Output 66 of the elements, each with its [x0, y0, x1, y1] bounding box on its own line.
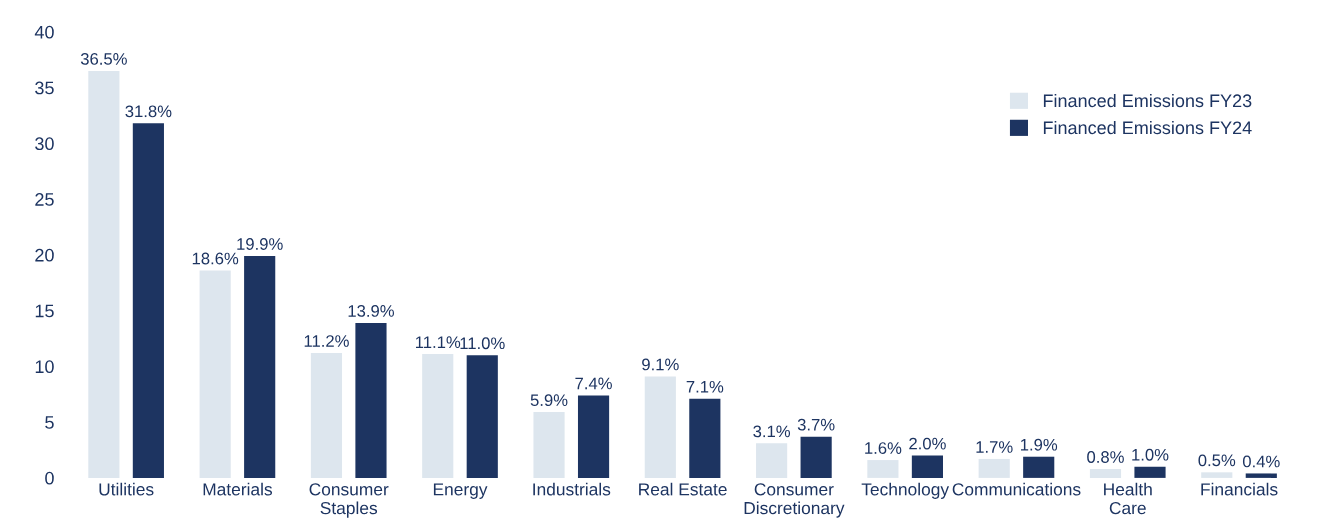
data-label: 0.8% [1087, 451, 1124, 463]
data-label: 11.0% [460, 337, 505, 350]
bar [577, 395, 610, 478]
y-tick-label: 5 [45, 416, 54, 429]
data-label: 2.0% [909, 437, 946, 450]
bar [199, 270, 231, 478]
x-tick-label: Technology [861, 482, 950, 499]
data-label: 3.1% [753, 425, 791, 438]
bar [88, 70, 120, 478]
bar [867, 460, 899, 478]
data-label: 3.7% [797, 418, 835, 431]
y-tick-label: 40 [34, 25, 54, 39]
y-tick-label: 25 [35, 193, 54, 206]
data-label: 11.1% [416, 336, 461, 348]
bar [1089, 468, 1122, 478]
y-tick-label: 15 [35, 304, 54, 318]
bar [132, 123, 164, 478]
data-label: 18.6% [192, 252, 239, 265]
bar [689, 398, 721, 478]
y-tick-label: 10 [35, 360, 54, 374]
bar [466, 355, 498, 478]
data-label: 19.9% [237, 238, 283, 250]
legend-label: Financed Emissions FY24 [1043, 120, 1252, 135]
x-tick-label: Consumer Discretionary [744, 483, 845, 518]
bar [756, 443, 788, 478]
x-tick-label: Energy [433, 483, 488, 499]
bar [800, 436, 832, 478]
y-tick-label: 30 [35, 137, 54, 151]
bar [355, 322, 387, 478]
x-tick-label: Communications [952, 482, 1081, 496]
x-tick-label: Materials [203, 482, 273, 496]
data-label: 1.6% [865, 442, 902, 454]
data-label: 1.9% [1020, 438, 1058, 451]
bar [310, 353, 343, 478]
bar [1134, 466, 1166, 478]
data-label: 1.0% [1132, 448, 1169, 461]
bar [1023, 456, 1055, 478]
data-label: 36.5% [80, 53, 127, 65]
bar [911, 455, 943, 478]
bar [244, 256, 276, 478]
y-tick-label: 20 [35, 248, 54, 262]
bar [1245, 473, 1277, 478]
x-tick-label: Utilities [99, 482, 154, 496]
data-label: 1.7% [976, 441, 1013, 453]
x-tick-label: Consumer Staples [309, 483, 389, 518]
data-label: 0.4% [1242, 455, 1280, 468]
data-label: 5.9% [530, 394, 568, 407]
data-label: 13.9% [348, 305, 395, 317]
legend-label: Financed Emissions FY23 [1043, 93, 1252, 108]
y-tick-label: 0 [45, 471, 54, 485]
data-label: 0.5% [1198, 454, 1236, 467]
bar [533, 412, 565, 478]
x-tick-label: Health Care [1104, 482, 1152, 515]
data-label: 9.1% [642, 358, 679, 371]
data-label: 7.1% [686, 380, 724, 393]
bar [1201, 472, 1233, 478]
x-tick-label: Industrials [533, 482, 611, 496]
x-tick-label: Real Estate [639, 482, 727, 496]
data-label: 31.8% [125, 105, 172, 118]
bar [422, 354, 454, 478]
y-tick-label: 35 [35, 81, 54, 95]
data-label: 11.2% [304, 335, 349, 347]
bar [644, 376, 676, 478]
x-tick-label: Financials [1201, 482, 1278, 496]
data-label: 7.4% [575, 377, 612, 390]
bar [978, 458, 1010, 478]
